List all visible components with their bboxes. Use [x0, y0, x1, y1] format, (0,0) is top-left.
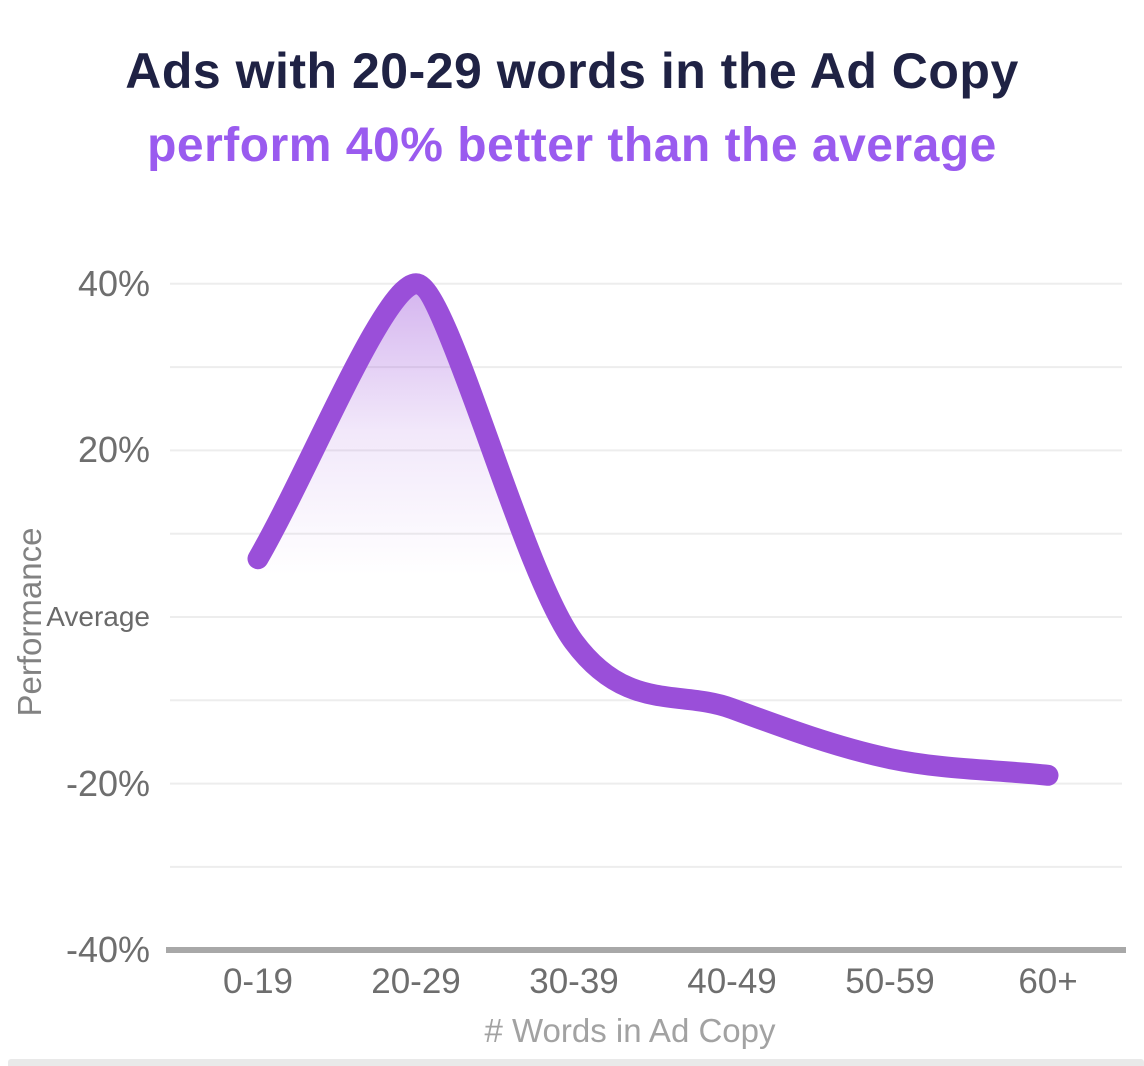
x-tick-50-59: 50-59: [845, 962, 935, 1001]
x-tick-20-29: 20-29: [371, 962, 461, 1001]
chart-title: Ads with 20-29 words in the Ad Copy: [125, 43, 1019, 99]
x-tick-60plus: 60+: [1018, 962, 1078, 1001]
y-tick-neg20pct: -20%: [65, 762, 150, 804]
y-tick-20pct: 20%: [77, 429, 150, 471]
x-axis-title: # Words in Ad Copy: [484, 1012, 776, 1049]
x-tick-30-39: 30-39: [529, 962, 619, 1001]
x-tick-0-19: 0-19: [222, 962, 294, 1001]
chart-subtitle: perform 40% better than the average: [147, 119, 997, 172]
y-tick-average: Average: [46, 601, 150, 632]
bottom-edge-strip: [8, 1059, 1144, 1066]
y-tick-neg40pct: -40%: [65, 929, 150, 970]
area-under-curve-gradient: [258, 283, 1048, 810]
x-tick-40-49: 40-49: [687, 962, 777, 1001]
y-axis-title: Performance: [11, 527, 48, 717]
performance-curve: [247, 273, 1059, 786]
y-tick-40pct: 40%: [77, 262, 150, 304]
